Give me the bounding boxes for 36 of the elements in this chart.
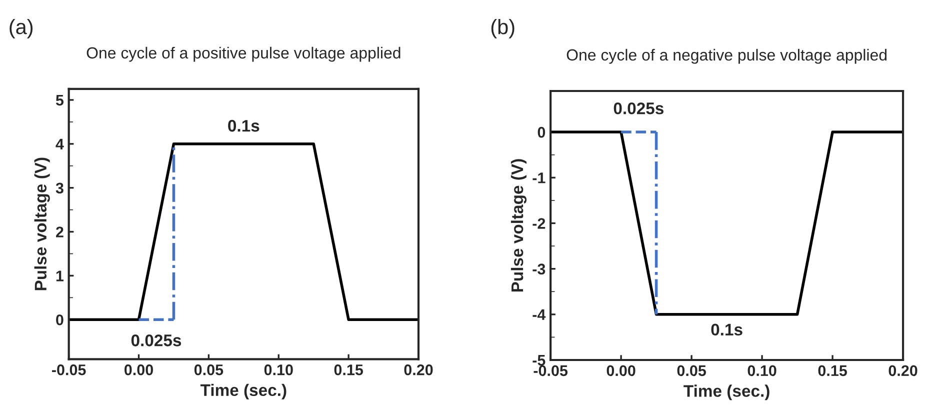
y-tick-label: -2 [532, 218, 546, 229]
y-tick-label: 2 [56, 226, 64, 238]
y-tick-label: 0 [56, 314, 64, 326]
y-tick-label: -3 [532, 264, 546, 275]
x-tick-label: 0.10 [748, 365, 776, 376]
y-tick-label: -5 [532, 355, 546, 366]
text: (a) [10, 18, 33, 38]
x-tick-label: 0.15 [818, 365, 847, 376]
y-tick-label: -1 [532, 172, 546, 184]
y-tick-label: -4 [532, 309, 546, 320]
annotation: 0.1s [228, 120, 260, 132]
x-tick-label: -0.05 [534, 365, 568, 376]
y-tick-label: 4 [56, 138, 64, 150]
x-tick-label: 0.00 [124, 364, 153, 376]
y-tick-label: 1 [56, 270, 64, 282]
x-axis-title: Time (sec.) [684, 384, 770, 400]
annotation: 0.1s [711, 324, 742, 336]
x-tick-label: 0.15 [334, 364, 364, 376]
x-axis-title: Time (sec.) [200, 384, 286, 400]
x-tick-label: 0.10 [264, 364, 293, 376]
annotation: 0.025s [131, 334, 182, 346]
x-tick-label: 0.05 [677, 365, 706, 376]
y-axis-title: Pulse voltage (V) [510, 159, 527, 292]
x-tick-label: 0.05 [194, 364, 224, 376]
x-tick-label: 0.00 [606, 365, 636, 376]
y-axis-title: Pulse voltage (V) [34, 158, 50, 290]
y-tick-label: 5 [56, 94, 64, 106]
y-tick-label: 0 [538, 126, 546, 138]
text: (b) [491, 18, 514, 38]
x-tick-label: 0.20 [888, 365, 918, 376]
chart-title: One cycle of a positive pulse voltage applied [86, 46, 400, 62]
x-tick-label: -0.05 [52, 364, 86, 376]
x-tick-label: 0.20 [404, 364, 433, 376]
y-tick-label: 3 [56, 182, 64, 194]
chart-title: One cycle of a negative pulse voltage applied [566, 48, 886, 64]
annotation: 0.025s [614, 102, 664, 114]
